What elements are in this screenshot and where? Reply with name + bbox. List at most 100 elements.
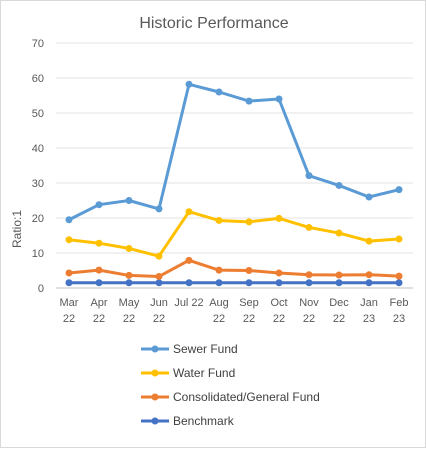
legend-item: Sewer Fund xyxy=(141,342,238,356)
x-tick-label: Nov xyxy=(299,297,319,309)
x-tick-label: Aug xyxy=(209,297,229,309)
data-point xyxy=(185,256,193,264)
x-tick-label: Mar xyxy=(60,297,79,309)
series-line xyxy=(67,258,401,278)
data-point xyxy=(395,186,403,194)
x-tick-label-line2: 22 xyxy=(93,313,105,325)
data-point xyxy=(305,223,313,231)
data-point xyxy=(65,269,73,277)
legend-label: Sewer Fund xyxy=(173,342,238,356)
data-point xyxy=(245,218,253,226)
data-point xyxy=(95,279,103,287)
data-point xyxy=(125,197,133,204)
y-tick-label: 30 xyxy=(32,178,44,190)
data-point xyxy=(65,216,73,224)
x-tick-label-line2: 22 xyxy=(213,313,225,325)
data-point xyxy=(185,279,193,287)
data-point xyxy=(335,229,343,237)
x-tick-label: Feb xyxy=(390,297,409,309)
x-tick-label-line2: 22 xyxy=(123,313,135,325)
legend-swatch-marker xyxy=(151,417,159,425)
x-tick-label: Sep xyxy=(239,297,259,309)
y-tick-label: 60 xyxy=(32,73,44,85)
x-tick-label: Dec xyxy=(329,297,349,309)
data-point xyxy=(305,271,313,279)
series-line xyxy=(67,210,401,258)
legend-swatch-marker xyxy=(151,345,159,353)
data-point xyxy=(365,193,373,201)
x-tick-label: Jun xyxy=(150,297,168,309)
data-point xyxy=(275,214,283,222)
data-point xyxy=(215,216,223,224)
data-point xyxy=(95,201,103,209)
data-point xyxy=(335,271,343,279)
data-point xyxy=(125,279,133,287)
series-1 xyxy=(65,208,403,260)
data-point xyxy=(65,279,73,287)
x-tick-label-line2: 22 xyxy=(273,313,285,325)
x-tick-label-line2: 23 xyxy=(363,313,375,325)
x-tick-label-line2: 23 xyxy=(393,313,405,325)
data-point xyxy=(215,266,223,274)
data-point xyxy=(125,244,133,252)
legend-swatch-marker xyxy=(151,393,159,401)
data-point xyxy=(365,279,373,287)
x-tick-label-line2: 22 xyxy=(63,313,75,325)
data-point xyxy=(305,172,313,180)
legend-item: Benchmark xyxy=(141,414,235,428)
x-tick-label: May xyxy=(119,297,140,309)
legend-item: Consolidated/General Fund xyxy=(141,390,320,404)
y-tick-label: 40 xyxy=(32,143,44,155)
data-point xyxy=(245,97,253,105)
x-tick-label: Jul 22 xyxy=(174,297,203,309)
x-tick-label: Jan xyxy=(360,297,378,309)
y-tick-label: 10 xyxy=(32,248,44,260)
y-tick-label: 50 xyxy=(32,108,44,120)
data-point xyxy=(155,205,163,213)
x-tick-label-line2: 22 xyxy=(153,313,165,325)
x-tick-labels: Mar 22 Apr 22 May 22 Jun 22 Jul 22 Aug 22 Sep 22 Oct 2… xyxy=(60,297,409,325)
data-point xyxy=(155,252,163,260)
data-point xyxy=(335,181,343,189)
series-0 xyxy=(65,80,403,224)
legend: Sewer Fund Water Fund Consolidated/General… xyxy=(141,342,320,428)
data-point xyxy=(275,269,283,277)
gridlines xyxy=(56,42,413,289)
data-point xyxy=(365,271,373,279)
series-3 xyxy=(65,279,403,287)
series-lines xyxy=(65,80,403,287)
data-point xyxy=(275,279,283,287)
data-point xyxy=(335,279,343,287)
data-point xyxy=(125,271,133,279)
x-tick-label-line2: 22 xyxy=(333,313,345,325)
legend-label: Benchmark xyxy=(173,414,235,428)
data-point xyxy=(365,237,373,245)
y-axis-label: Ratio:1 xyxy=(10,210,24,248)
data-point xyxy=(65,236,73,244)
legend-label: Consolidated/General Fund xyxy=(173,390,320,404)
y-tick-label: 70 xyxy=(32,38,44,50)
y-tick-labels: 0 10 20 30 40 50 60 70 xyxy=(32,38,44,295)
data-point xyxy=(215,279,223,287)
data-point xyxy=(395,272,403,280)
x-tick-label: Oct xyxy=(270,297,287,309)
data-point xyxy=(185,208,193,216)
x-tick-label-line2: 22 xyxy=(303,313,315,325)
chart-title: Historic Performance xyxy=(139,15,288,32)
x-tick-label-line2: 22 xyxy=(243,313,255,325)
x-tick-label: Apr xyxy=(90,297,107,309)
data-point xyxy=(155,272,163,280)
legend-label: Water Fund xyxy=(173,366,235,380)
legend-item: Water Fund xyxy=(141,366,235,380)
data-point xyxy=(305,279,313,287)
data-point xyxy=(245,267,253,274)
data-point xyxy=(185,80,193,88)
data-point xyxy=(155,279,163,287)
series-2 xyxy=(65,256,403,280)
data-point xyxy=(95,239,103,247)
y-tick-label: 0 xyxy=(38,283,44,295)
y-tick-label: 20 xyxy=(32,213,44,225)
data-point xyxy=(395,235,403,243)
